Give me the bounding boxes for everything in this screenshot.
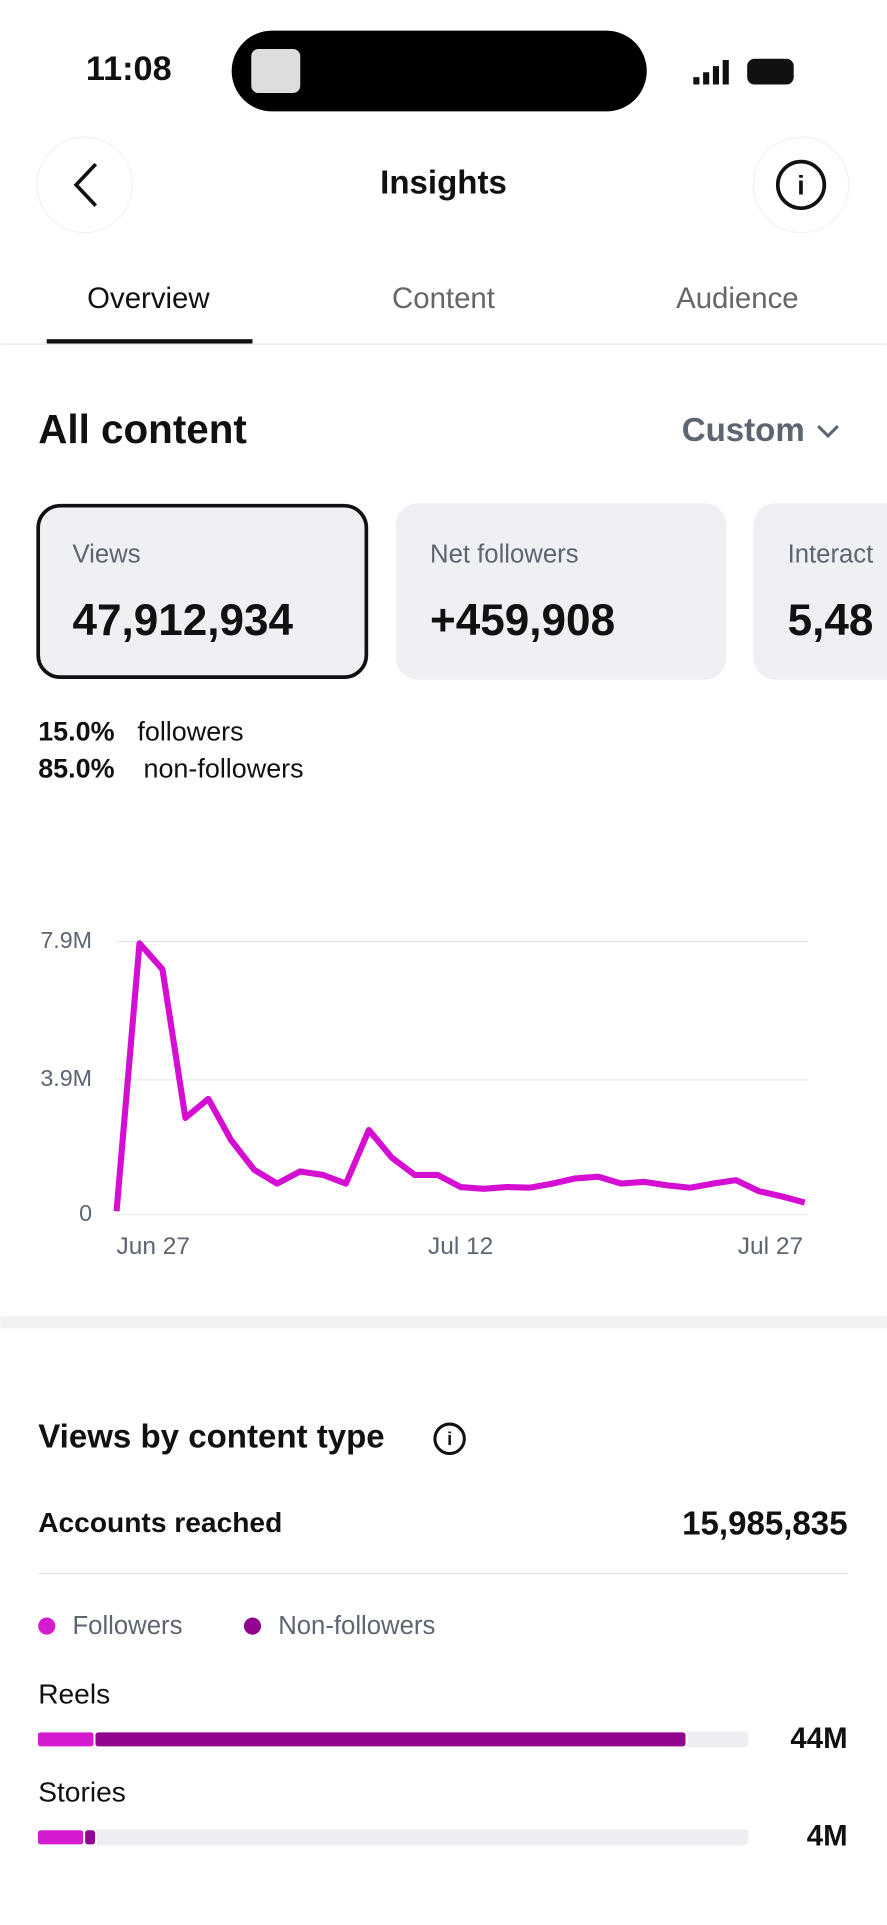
data-line bbox=[113, 940, 806, 1212]
metric-card[interactable] bbox=[753, 503, 887, 680]
section-divider bbox=[0, 1316, 887, 1329]
legend-label: Followers bbox=[72, 1612, 182, 1640]
bar-segment bbox=[83, 1828, 97, 1847]
legend-dot bbox=[38, 1617, 56, 1635]
category-label: Reels bbox=[38, 1678, 110, 1709]
split-label: non-followers bbox=[144, 753, 304, 783]
x-tick-label: Jul 12 bbox=[428, 1233, 493, 1260]
back-icon bbox=[73, 162, 98, 207]
bar-segment bbox=[36, 1828, 86, 1847]
info-glyph: i bbox=[797, 170, 804, 200]
card-label: Interact bbox=[788, 541, 874, 569]
bar-chart: Followers Non-followers Reels 44M Stories 4M bbox=[36, 1612, 848, 1853]
split-label: followers bbox=[137, 717, 243, 747]
card-value: 5,48 bbox=[788, 596, 874, 645]
split-percent: 15.0% bbox=[38, 717, 114, 747]
reached-label: Accounts reached bbox=[38, 1507, 282, 1538]
battery-icon bbox=[747, 58, 794, 85]
legend-dot bbox=[243, 1617, 262, 1635]
info-icon[interactable] bbox=[433, 1422, 466, 1455]
info-glyph: i bbox=[447, 1428, 452, 1449]
x-tick-label: Jun 27 bbox=[117, 1233, 190, 1260]
reached-value: 15,985,835 bbox=[682, 1505, 847, 1542]
bar-segment bbox=[36, 1730, 96, 1749]
total-label: 4M bbox=[807, 1820, 848, 1853]
y-tick-label: 3.9M bbox=[40, 1065, 92, 1091]
chevron bbox=[817, 425, 839, 439]
tab[interactable]: Audience bbox=[676, 282, 799, 315]
range-picker[interactable]: Custom bbox=[682, 412, 805, 449]
section-title: All content bbox=[38, 406, 247, 452]
bar-track bbox=[36, 1829, 749, 1846]
status-time: 11:08 bbox=[86, 50, 172, 88]
card-label: Net followers bbox=[430, 541, 579, 569]
metric-card[interactable] bbox=[395, 503, 727, 680]
line-chart: 0 3.9M 7.9M Jun 27 Jul 12 Jul 27 bbox=[40, 927, 809, 1260]
total-label: 44M bbox=[790, 1722, 847, 1755]
split-percent: 85.0% bbox=[38, 753, 114, 783]
card-label: Views bbox=[72, 541, 140, 569]
y-tick-label: 0 bbox=[79, 1200, 92, 1226]
x-tick-label: Jul 27 bbox=[738, 1233, 803, 1260]
metric-card[interactable] bbox=[36, 503, 369, 679]
dynamic-island bbox=[231, 30, 647, 112]
tab-indicator bbox=[46, 339, 253, 345]
y-tick-label: 7.9M bbox=[40, 927, 92, 953]
header-title: Insights bbox=[380, 165, 507, 202]
tab[interactable]: Overview bbox=[87, 282, 210, 315]
info-button[interactable] bbox=[752, 136, 850, 234]
bar-segment bbox=[93, 1730, 688, 1749]
card-value: 47,912,934 bbox=[72, 596, 293, 645]
back-button[interactable] bbox=[36, 136, 134, 234]
category-label: Stories bbox=[38, 1776, 126, 1807]
island-icon bbox=[251, 48, 301, 94]
info-icon bbox=[775, 159, 827, 210]
card-value: +459,908 bbox=[430, 596, 615, 645]
section-title: Views by content type bbox=[38, 1419, 384, 1456]
legend-label: Non-followers bbox=[278, 1612, 435, 1640]
tab[interactable]: Content bbox=[392, 282, 495, 315]
signal-icon bbox=[693, 60, 729, 85]
